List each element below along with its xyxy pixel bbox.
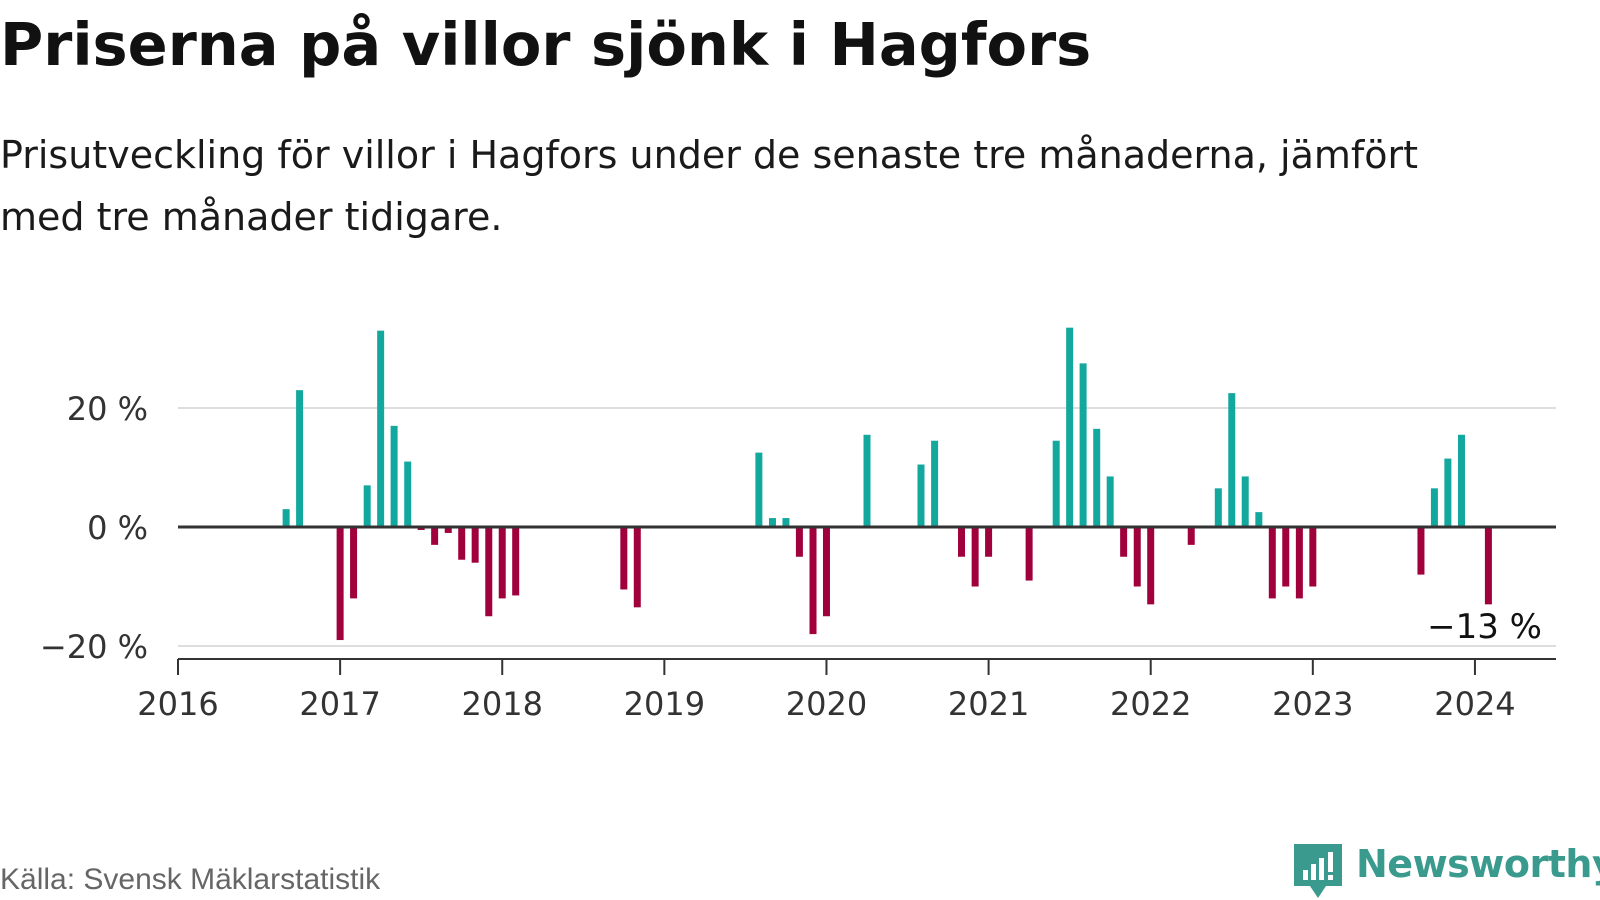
x-tick-label: 2023 (1272, 685, 1353, 723)
x-tick-label: 2022 (1110, 685, 1191, 723)
y-tick-label: −20 % (40, 628, 148, 666)
grid-layer (178, 407, 1556, 647)
x-tick-label: 2018 (462, 685, 543, 723)
latest-value-label: −13 % (1427, 607, 1542, 647)
bar (458, 527, 466, 560)
bar (1241, 476, 1249, 527)
newsworthy-logo: Newsworthy (1292, 842, 1600, 900)
bar (282, 509, 290, 527)
y-tick-label: 20 % (67, 390, 148, 428)
bar (1484, 527, 1492, 605)
bar (512, 527, 520, 596)
bar (1444, 458, 1452, 527)
bar (1025, 527, 1033, 581)
bar (1255, 512, 1263, 527)
bar (1187, 527, 1195, 545)
bar (1417, 527, 1425, 575)
x-tick-label: 2016 (137, 685, 218, 723)
bar (1457, 434, 1465, 527)
bar (485, 527, 493, 617)
brand-name: Newsworthy (1356, 842, 1600, 886)
bar (1133, 527, 1141, 587)
bar (471, 527, 479, 563)
bar (1430, 488, 1438, 527)
bar (363, 485, 371, 527)
x-tick-label: 2021 (948, 685, 1029, 723)
bar (1120, 527, 1128, 557)
bar (296, 390, 304, 527)
chart-subtitle: Prisutveckling för villor i Hagfors unde… (0, 133, 1419, 239)
bar (971, 527, 979, 587)
x-tick-label: 2019 (624, 685, 705, 723)
bar (1295, 527, 1303, 599)
bar (350, 527, 358, 599)
newsworthy-logo-icon (1294, 844, 1342, 898)
bar (1106, 476, 1114, 527)
bar (1268, 527, 1276, 599)
bar (498, 527, 506, 599)
bar (377, 330, 385, 527)
bar (390, 425, 398, 527)
bar (620, 527, 628, 590)
bar-layer (282, 327, 1492, 641)
bar (1309, 527, 1317, 587)
bar (958, 527, 966, 557)
bar (336, 527, 344, 641)
bar (431, 527, 439, 545)
bar (809, 527, 817, 635)
x-tick-label: 2024 (1434, 685, 1515, 723)
bar (1079, 363, 1087, 527)
axis-layer (177, 525, 1556, 675)
label-layer: 20 % 0 % −20 % 2016 2017 2018 2019 2020 2021 2022… (40, 390, 1542, 723)
bar (1066, 327, 1074, 527)
chart-title: Priserna på villor sjönk i Hagfors (0, 10, 1092, 79)
bar (404, 461, 412, 527)
bar (768, 518, 776, 527)
bar (1093, 428, 1101, 527)
bar (1147, 527, 1155, 605)
bar (1214, 488, 1222, 527)
bar (755, 452, 763, 527)
bar (917, 464, 925, 527)
bar (863, 434, 871, 527)
bar (1228, 393, 1236, 527)
bar (1282, 527, 1290, 587)
y-tick-label: 0 % (87, 509, 148, 547)
bar (633, 527, 641, 608)
x-tick-label: 2017 (299, 685, 380, 723)
bar (931, 440, 939, 527)
source-note: Källa: Svensk Mäklarstatistik (0, 863, 381, 896)
bar (985, 527, 993, 557)
bar (782, 518, 790, 527)
bar (795, 527, 803, 557)
bar (444, 527, 452, 533)
x-tick-label: 2020 (786, 685, 867, 723)
bar (822, 527, 830, 617)
bar (1052, 440, 1060, 527)
